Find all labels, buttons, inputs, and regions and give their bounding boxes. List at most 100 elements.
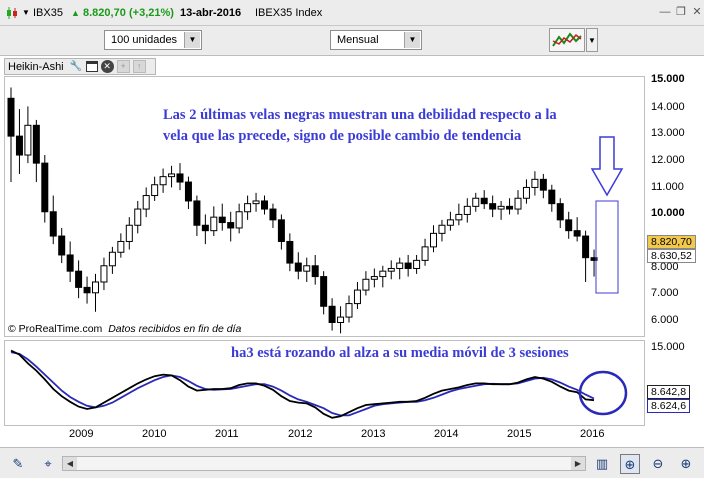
y-label: 8.000 (651, 261, 679, 273)
bear-candle (15, 135, 23, 156)
x-label: 2013 (361, 428, 386, 440)
bull-candle (337, 316, 345, 323)
bull-candle (514, 197, 522, 210)
bear-candle (277, 219, 285, 242)
bull-candle (159, 176, 167, 186)
y-label-bold: 10.000 (651, 207, 685, 219)
bull-candle (438, 224, 446, 234)
bull-candle (235, 211, 243, 229)
data-note: Datos recibidos en fin de día (108, 323, 242, 335)
expand-icon[interactable]: + (116, 60, 130, 73)
dropdown-arrow-icon[interactable]: ▼ (22, 8, 30, 17)
change-label: (+3,21%) (129, 7, 174, 19)
highlight-frame (595, 200, 619, 294)
bear-candle (58, 235, 66, 256)
cursor-tool-icon[interactable]: ⌖ (44, 456, 52, 471)
title-bar: ▼ IBX35 ▲ 8.820,70 (+3,21%) 13-abr-2016 … (0, 0, 704, 26)
window-icon[interactable] (85, 61, 98, 72)
main-panel-title: Heikin-Ashi (8, 60, 64, 73)
bull-candle (244, 203, 252, 213)
bear-candle (218, 216, 226, 224)
period-select-value: Mensual (337, 34, 379, 46)
zoom-area-icon[interactable]: ⊕ (620, 454, 640, 474)
bull-candle (151, 184, 159, 197)
bear-candle (41, 162, 49, 213)
scroll-left-icon[interactable]: ◀ (63, 457, 77, 470)
bear-candle (311, 265, 319, 278)
y-label: 14.000 (651, 101, 685, 113)
bear-candle (590, 257, 598, 261)
bull-candle (472, 197, 480, 207)
symbol-label[interactable]: IBX35 (33, 7, 63, 19)
drawing-tools-icon[interactable]: ✎ (12, 456, 24, 471)
price-label: 8.820,70 (83, 7, 126, 19)
bull-candle (522, 186, 530, 199)
bull-candle (100, 265, 108, 283)
indicator-y-label: 15.000 (651, 341, 685, 353)
scroll-right-icon[interactable]: ▶ (571, 457, 585, 470)
arrow-up-icon[interactable]: ↑ (132, 60, 146, 73)
bull-candle (303, 265, 311, 272)
zoom-out-icon[interactable]: ⊖ (652, 456, 664, 471)
bull-candle (413, 259, 421, 269)
x-axis: 2009 2010 2011 2012 2013 2014 2015 2016 (4, 428, 645, 444)
minimize-icon[interactable]: — (659, 6, 671, 18)
y-label: 7.000 (651, 287, 679, 299)
x-label: 2016 (580, 428, 605, 440)
horizontal-scrollbar[interactable]: ◀ ▶ (62, 456, 586, 471)
indicator-menu-button[interactable]: ▼ (586, 28, 598, 52)
bear-candle (7, 97, 15, 137)
bear-candle (506, 205, 514, 210)
bear-candle (582, 235, 590, 259)
bull-candle (252, 200, 260, 205)
y-label: 12.000 (651, 154, 685, 166)
x-label: 2015 (507, 428, 532, 440)
bull-candle (362, 278, 370, 291)
main-panel-header: Heikin-Ashi 🔧 ✕ + ↑ (4, 58, 156, 75)
wrench-icon[interactable]: 🔧 (69, 61, 83, 72)
bull-candle (24, 124, 32, 156)
bull-candle (92, 281, 99, 294)
annotation-line-1: Las 2 últimas velas negras muestran una … (163, 107, 557, 123)
bull-candle (353, 289, 361, 305)
main-annotation: Las 2 últimas velas negras muestran una … (163, 105, 557, 147)
bottom-toolbar: ✎ ⌖ ◀ ▶ ▥ ⊕ ⊖ ⊕ (0, 447, 704, 478)
date-label: 13-abr-2016 (180, 7, 242, 19)
add-indicator-button[interactable] (549, 28, 585, 52)
bear-candle (49, 211, 57, 237)
period-select[interactable]: Mensual ▼ (330, 30, 422, 50)
x-label: 2011 (215, 428, 239, 440)
bear-candle (573, 230, 581, 237)
bull-candle (463, 205, 471, 215)
price-chart-area[interactable]: © ProRealTime.com Datos recibidos en fin… (4, 76, 645, 337)
x-label: 2014 (434, 428, 459, 440)
up-arrow-icon: ▲ (71, 8, 80, 18)
chevron-down-icon[interactable]: ▼ (184, 32, 200, 48)
bull-candle (396, 262, 404, 269)
bear-candle (261, 200, 268, 210)
indicator-chart-area[interactable] (4, 340, 645, 426)
bull-candle (531, 178, 539, 188)
bear-candle (404, 262, 412, 269)
bear-candle (184, 181, 192, 202)
bull-candle (497, 205, 505, 210)
restore-icon[interactable]: ❐ (676, 6, 686, 18)
zoom-in-icon[interactable]: ⊕ (680, 456, 692, 471)
bull-candle (134, 208, 142, 226)
units-select-value: 100 unidades (111, 34, 178, 46)
y-label: 13.000 (651, 127, 685, 139)
bear-candle (269, 208, 277, 221)
bear-candle (32, 124, 40, 164)
bar-chart-icon[interactable]: ▥ (595, 456, 609, 471)
close-icon[interactable]: ✕ (692, 6, 702, 18)
bull-candle (379, 270, 387, 278)
x-label: 2012 (288, 428, 313, 440)
bull-candle (108, 251, 116, 267)
close-icon[interactable]: ✕ (100, 60, 114, 73)
units-select[interactable]: 100 unidades ▼ (104, 30, 202, 50)
chevron-down-icon[interactable]: ▼ (404, 32, 420, 48)
chart-type-icon[interactable] (6, 5, 18, 21)
bull-candle (446, 219, 454, 226)
bear-candle (286, 240, 294, 264)
bull-candle (210, 216, 218, 232)
